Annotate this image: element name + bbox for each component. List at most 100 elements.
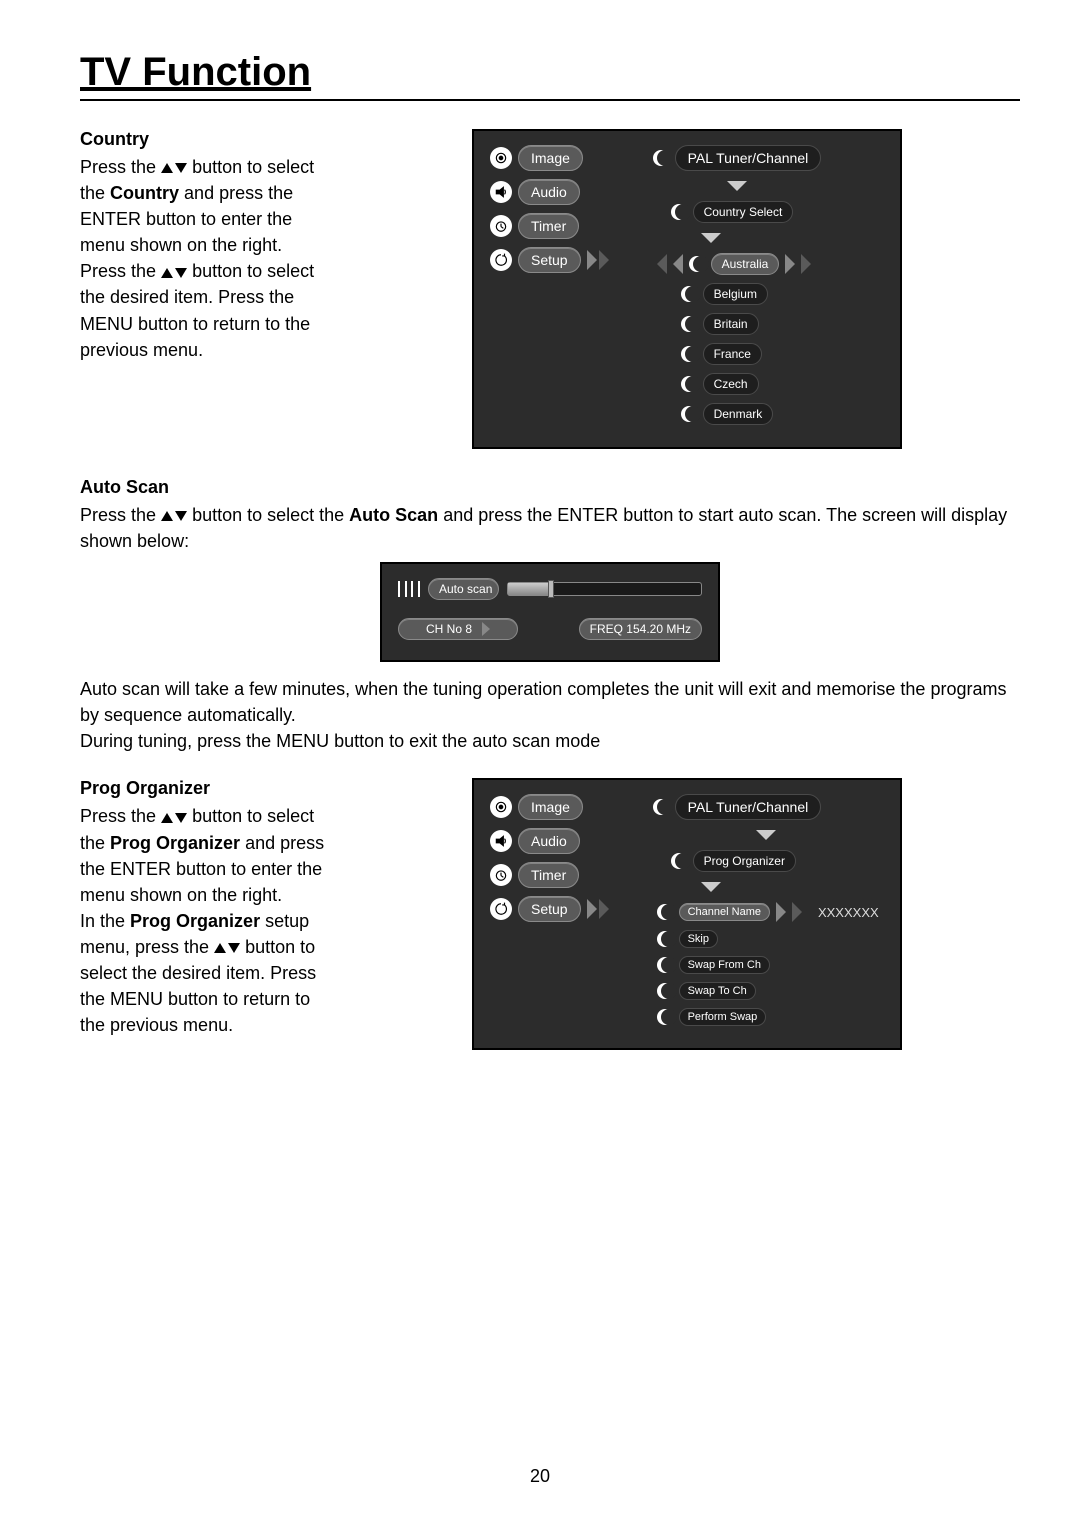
crescent-icon <box>689 256 705 272</box>
country-heading: Country <box>80 129 330 150</box>
crescent-icon <box>681 286 697 302</box>
crescent-icon <box>671 853 687 869</box>
country-pill: Britain <box>703 313 759 335</box>
figure-autoscan: Auto scan CH No 8 FREQ 154.20 MHz <box>380 562 720 662</box>
up-triangle-icon <box>161 813 173 823</box>
wing-right-icon <box>776 902 786 922</box>
prog-item: Swap To Ch <box>657 982 756 1000</box>
crescent-icon <box>657 904 673 920</box>
down-triangle-icon <box>228 943 240 953</box>
chevron-down-icon <box>756 830 776 840</box>
timer-icon <box>490 215 512 237</box>
audio-icon <box>490 181 512 203</box>
up-triangle-icon <box>161 163 173 173</box>
prog-pill: Swap To Ch <box>679 982 756 1000</box>
menu-row: Timer <box>490 862 609 888</box>
chevron-down-icon <box>701 233 721 243</box>
selection-wings-icon <box>587 250 609 270</box>
menu-item-image: Image <box>518 145 583 171</box>
country-item: Belgium <box>681 283 768 305</box>
autoscan-body-2: Auto scan will take a few minutes, when … <box>80 676 1020 754</box>
section-prog-organizer: Prog Organizer Press the button to selec… <box>80 778 1020 1050</box>
crescent-icon <box>657 1009 673 1025</box>
menu-item-audio: Audio <box>518 179 580 205</box>
crescent-icon <box>657 983 673 999</box>
section-autoscan: Auto Scan Press the button to select the… <box>80 477 1020 754</box>
menu-left-column: Image Audio Timer Setup <box>490 794 609 922</box>
menu-right-column: PAL Tuner/Channel Country Select Austral… <box>653 145 822 425</box>
country-item: France <box>681 343 762 365</box>
crescent-icon <box>671 204 687 220</box>
down-triangle-icon <box>175 268 187 278</box>
audio-icon <box>490 830 512 852</box>
crescent-icon <box>681 376 697 392</box>
wing-left-icon <box>673 254 683 274</box>
up-triangle-icon <box>161 268 173 278</box>
barcode-icon <box>398 581 420 597</box>
menu-item-setup: Setup <box>518 896 581 922</box>
crescent-icon <box>681 406 697 422</box>
prog-pill: Channel Name <box>679 903 770 921</box>
menu-row: Audio <box>490 828 609 854</box>
text: button to select the <box>192 505 349 525</box>
text: Press the <box>80 505 161 525</box>
wing-left-icon <box>657 254 667 274</box>
menu-left-column: ImageAudioTimerSetup <box>490 145 609 273</box>
setup-icon <box>490 898 512 920</box>
wing-right-icon <box>792 902 802 922</box>
down-triangle-icon <box>175 163 187 173</box>
text: Press the <box>80 806 161 826</box>
prog-list: Channel NameXXXXXXXSkipSwap From ChSwap … <box>657 902 879 1026</box>
menu-item-timer: Timer <box>518 862 579 888</box>
autoscan-heading: Auto Scan <box>80 477 1020 498</box>
prog-pill: Perform Swap <box>679 1008 767 1026</box>
autoscan-body-1: Press the button to select the Auto Scan… <box>80 502 1020 554</box>
up-triangle-icon <box>161 511 173 521</box>
prog-body: Press the button to select the Prog Orga… <box>80 803 330 1038</box>
country-pill: France <box>703 343 762 365</box>
channel-pill: CH No 8 <box>398 618 518 640</box>
figure-prog-menu: Image Audio Timer Setup PAL Tuner/Channel P… <box>472 778 902 1050</box>
menu-item-setup: Setup <box>518 247 581 273</box>
prog-item: Perform Swap <box>657 1008 767 1026</box>
text: In the <box>80 911 130 931</box>
crescent-icon <box>653 150 669 166</box>
section-country: Country Press the button to select the C… <box>80 129 1020 449</box>
crescent-icon <box>657 957 673 973</box>
submenu-title-pill: Country Select <box>693 201 794 223</box>
right-header-pill: PAL Tuner/Channel <box>675 794 822 820</box>
text: Press the <box>80 157 161 177</box>
selection-wings-icon <box>587 899 609 919</box>
country-item: Denmark <box>681 403 774 425</box>
crescent-icon <box>681 346 697 362</box>
prog-pill: Swap From Ch <box>679 956 770 974</box>
crescent-icon <box>657 931 673 947</box>
prog-item: Swap From Ch <box>657 956 770 974</box>
freq-pill: FREQ 154.20 MHz <box>579 618 702 640</box>
menu-item-audio: Audio <box>518 828 580 854</box>
image-icon <box>490 796 512 818</box>
prog-text-column: Prog Organizer Press the button to selec… <box>80 778 330 1050</box>
menu-right-column: PAL Tuner/Channel Prog Organizer Channel… <box>653 794 879 1026</box>
figure-country-menu: ImageAudioTimerSetup PAL Tuner/Channel C… <box>472 129 902 449</box>
menu-row: Setup <box>490 247 609 273</box>
crescent-icon <box>653 799 669 815</box>
menu-row: Image <box>490 794 609 820</box>
text-bold: Prog Organizer <box>130 911 260 931</box>
channel-value: CH No 8 <box>426 622 472 636</box>
country-pill: Denmark <box>703 403 774 425</box>
setup-icon <box>490 249 512 271</box>
prog-item: Channel NameXXXXXXX <box>657 902 879 922</box>
up-triangle-icon <box>214 943 226 953</box>
timer-icon <box>490 864 512 886</box>
country-item: Czech <box>681 373 759 395</box>
crescent-icon <box>681 316 697 332</box>
chevron-down-icon <box>701 882 721 892</box>
autoscan-label-pill: Auto scan <box>428 578 499 600</box>
wing-right-icon <box>801 254 811 274</box>
progress-marker <box>548 580 554 598</box>
country-pill: Australia <box>711 253 780 275</box>
page-title: TV Function <box>80 50 1020 101</box>
down-triangle-icon <box>175 511 187 521</box>
submenu-title-pill: Prog Organizer <box>693 850 796 872</box>
